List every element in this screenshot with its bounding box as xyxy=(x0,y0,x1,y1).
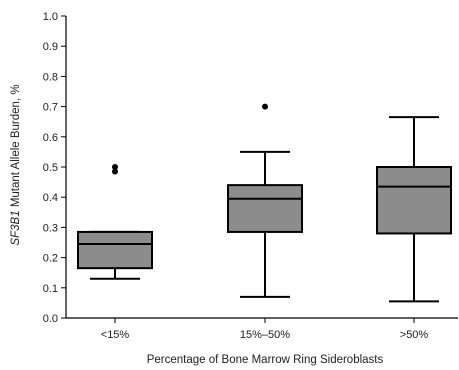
outlier-point xyxy=(112,168,118,175)
y-axis-title-rest: Mutant Allele Burden, % xyxy=(10,84,22,210)
boxes xyxy=(77,103,452,303)
outlier-point xyxy=(262,103,268,110)
box-group xyxy=(376,116,452,303)
y-tick-label: 0.7 xyxy=(43,102,58,114)
y-tick-label: 0.6 xyxy=(43,132,58,144)
box-group xyxy=(227,103,303,298)
iqr-box xyxy=(227,184,303,233)
x-tick-label: >50% xyxy=(400,329,429,341)
y-tick-label: 0.3 xyxy=(43,222,58,234)
x-axis-title: Percentage of Bone Marrow Ring Siderobla… xyxy=(147,354,384,366)
axes: 0.0 0.1 0.2 0.3 0.4 0.5 0.6 0.7 0.8 0.9 1.0 <15% 15%… xyxy=(43,11,458,341)
y-axis-title: SF3B1 Mutant Allele Burden, % xyxy=(10,84,22,245)
y-tick-label: 0.2 xyxy=(43,253,58,265)
y-tick-label: 0.8 xyxy=(43,71,58,83)
box-group xyxy=(77,164,153,280)
y-axis-title-gene: SF3B1 xyxy=(10,210,22,245)
y-tick-label: 0.5 xyxy=(43,162,58,174)
y-tick-label: 0.1 xyxy=(43,283,58,295)
x-tick-label: <15% xyxy=(101,329,130,341)
y-tick-label: 1.0 xyxy=(43,11,58,23)
x-tick-label: 15%–50% xyxy=(240,329,290,341)
iqr-box xyxy=(77,230,153,270)
y-tick-label: 0.0 xyxy=(43,313,58,325)
y-tick-label: 0.4 xyxy=(43,192,58,204)
y-tick-label: 0.9 xyxy=(43,41,58,53)
iqr-box xyxy=(376,166,452,235)
outlier-point xyxy=(112,164,118,170)
